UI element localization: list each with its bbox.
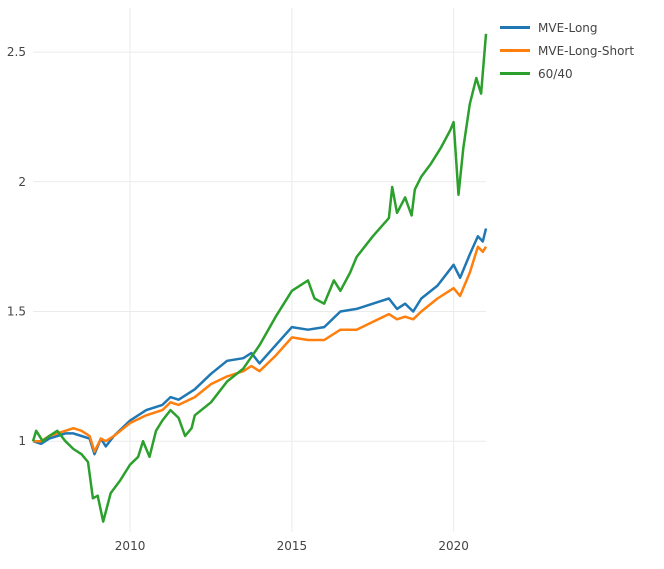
legend-swatch-mve-long — [500, 26, 530, 29]
series-line-mve-long[interactable] — [32, 228, 488, 456]
y-tick-label: 1 — [18, 434, 26, 448]
legend-label-mve-long: MVE-Long — [538, 20, 598, 35]
y-tick-label: 2.5 — [7, 45, 26, 59]
legend-item-60-40[interactable]: 60/40 — [500, 62, 634, 85]
legend-swatch-60-40 — [500, 72, 530, 75]
series-line-60-40[interactable] — [31, 33, 488, 523]
y-tick-label: 1.5 — [7, 305, 26, 319]
legend-item-mve-long-short[interactable]: MVE-Long-Short — [500, 39, 634, 62]
legend-item-mve-long[interactable]: MVE-Long — [500, 16, 634, 39]
series-lines — [31, 33, 488, 523]
gridlines — [33, 8, 486, 532]
legend-label-60-40: 60/40 — [538, 66, 573, 81]
y-tick-label: 2 — [18, 175, 26, 189]
series-line-mve-long-short[interactable] — [33, 245, 488, 453]
legend-label-mve-long-short: MVE-Long-Short — [538, 43, 635, 58]
x-tick-label: 2015 — [277, 539, 308, 553]
axis-tick-labels: 2010 2015 2020 1 1.5 2 2.5 — [7, 45, 469, 553]
legend: MVE-Long MVE-Long-Short 60/40 — [500, 16, 634, 85]
legend-swatch-mve-long-short — [500, 49, 530, 52]
x-tick-label: 2020 — [438, 539, 469, 553]
x-tick-label: 2010 — [115, 539, 146, 553]
